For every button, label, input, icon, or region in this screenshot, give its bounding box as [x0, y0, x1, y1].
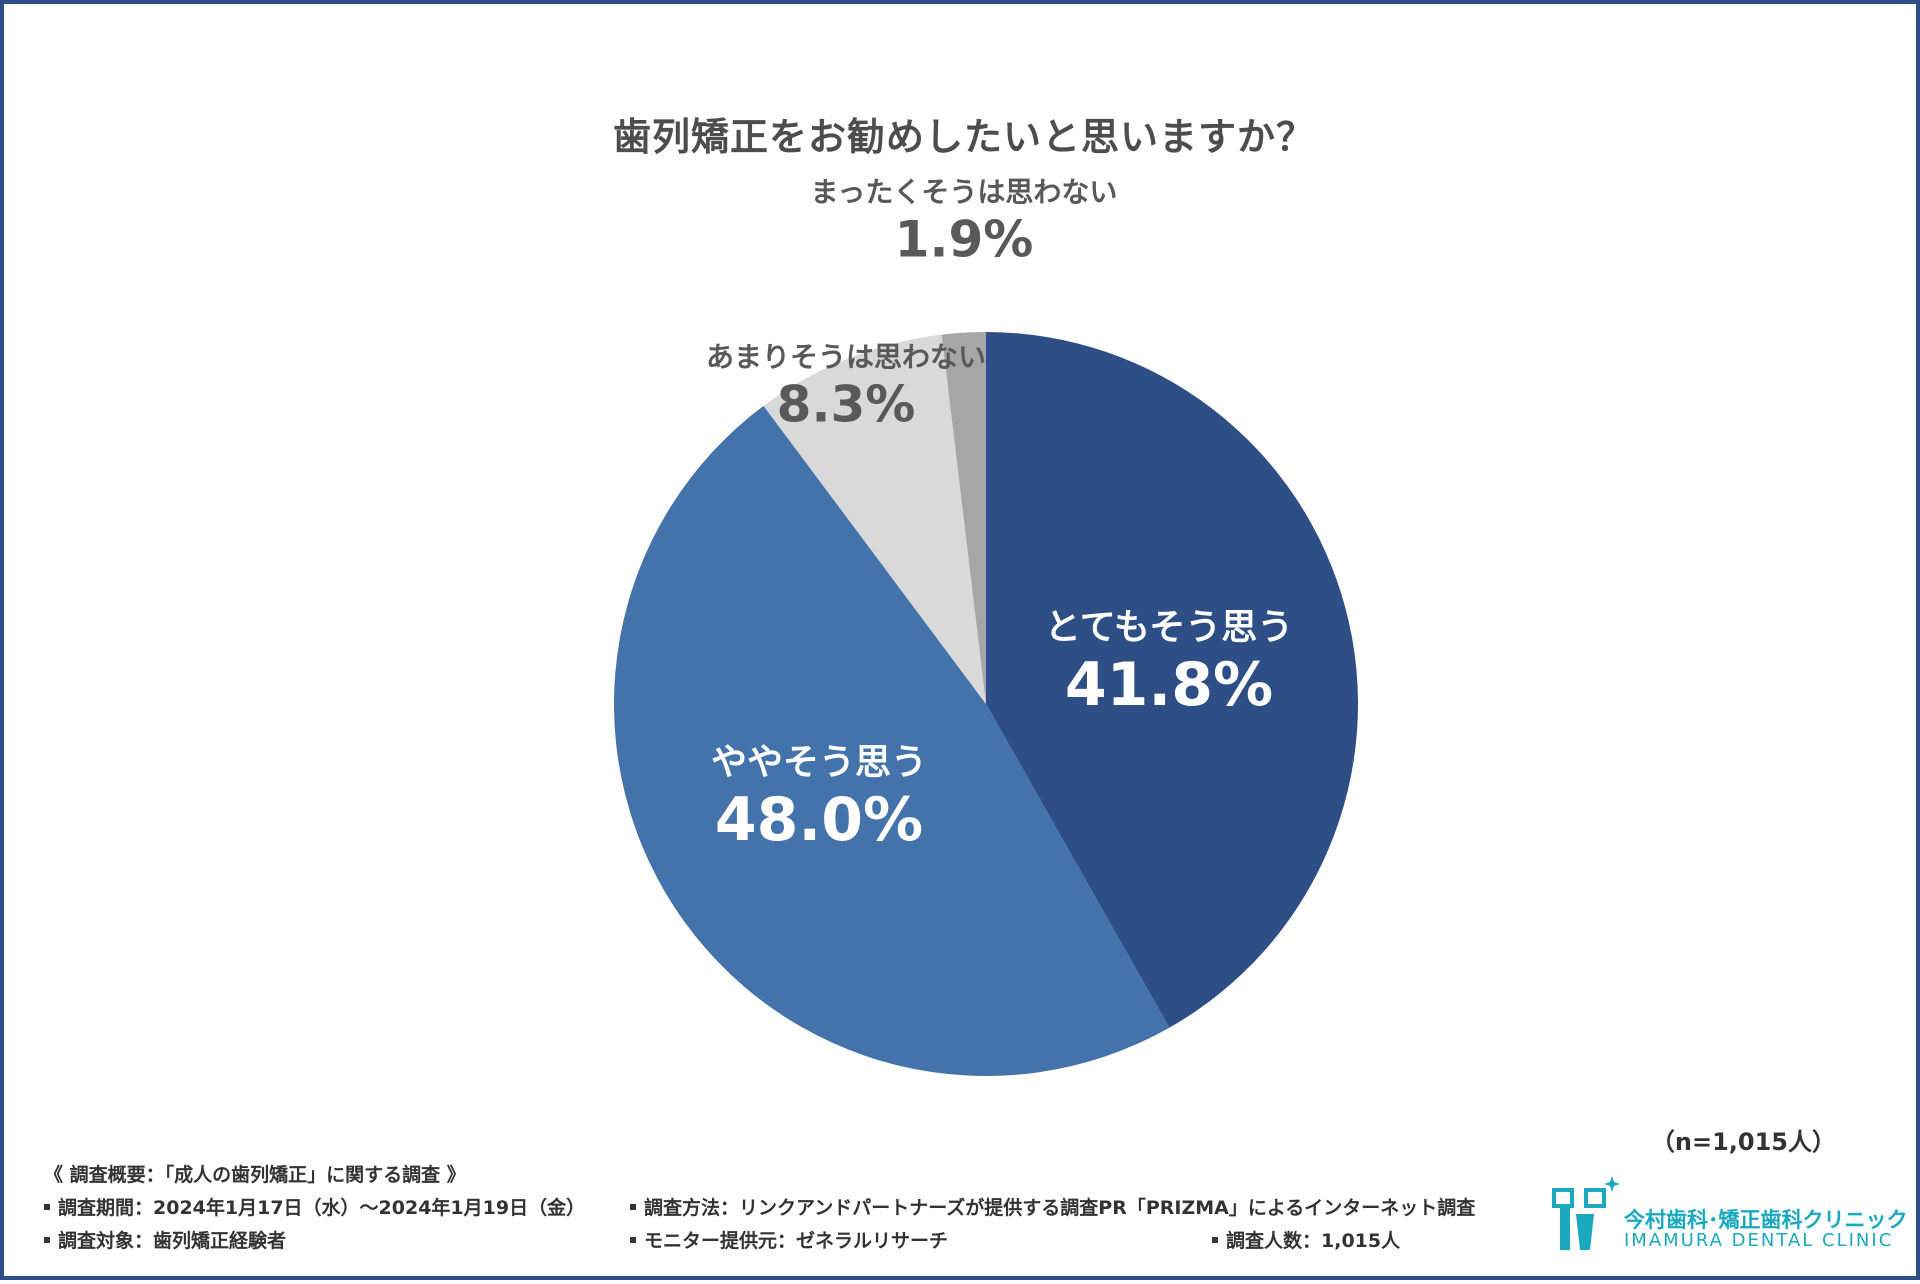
survey-monitor: モニター提供元：ゼネラルリサーチ: [630, 1226, 948, 1253]
pie-slice-1: [986, 332, 1358, 1028]
slice-label-3: あまりそうは思わない: [706, 341, 986, 374]
survey-period: 調査期間：2024年1月17日（水）～2024年1月19日（金）: [44, 1193, 585, 1220]
survey-count: 調査人数：1,015人: [1212, 1226, 1400, 1253]
clinic-name-jp: 今村歯科･矯正歯科クリニック: [1624, 1208, 1908, 1232]
survey-target: 調査対象：歯列矯正経験者: [44, 1226, 286, 1253]
clinic-logo: 今村歯科･矯正歯科クリニック IMAMURA DENTAL CLINIC: [1550, 1174, 1908, 1258]
clinic-name-en: IMAMURA DENTAL CLINIC: [1624, 1230, 1894, 1251]
slice-label-4: まったくそうは思わない: [811, 176, 1118, 209]
chart-title: 歯列矯正をお勧めしたいと思いますか？: [612, 115, 1315, 159]
survey-heading: 《 調査概要：「成人の歯列矯正」に関する調査 》: [44, 1164, 466, 1186]
sample-size-note: （n=1,015人）: [1650, 1128, 1836, 1156]
slice-value-2: 48.0%: [715, 785, 923, 855]
slice-value-4: 1.9%: [895, 211, 1034, 269]
pie-slice-4: [941, 332, 986, 704]
tooth-logo-icon: [1552, 1176, 1620, 1250]
survey-method: 調査方法：リンクアンドパートナーズが提供する調査PR「PRIZMA」によるインタ…: [630, 1193, 1475, 1220]
slice-value-3: 8.3%: [777, 376, 916, 434]
pie-slice-3: [763, 334, 986, 704]
pie-slice-2: [613, 405, 1170, 1077]
slice-label-1: とてもそう思う: [1045, 607, 1293, 648]
slice-value-1: 41.8%: [1065, 650, 1273, 720]
slice-label-2: ややそう思う: [711, 742, 927, 783]
